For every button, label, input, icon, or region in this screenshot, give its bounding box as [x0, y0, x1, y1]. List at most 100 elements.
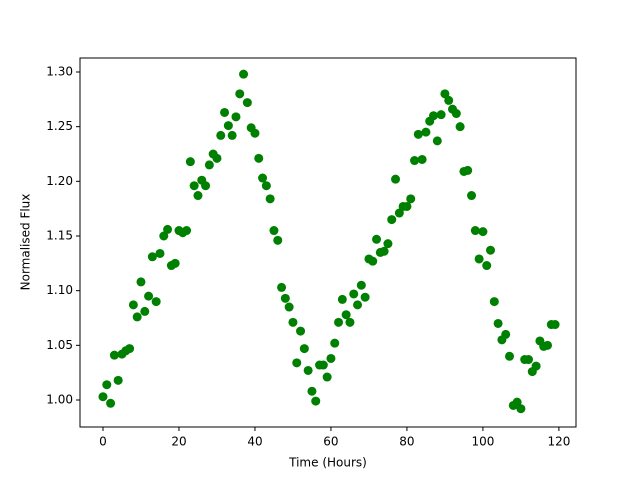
- point: [144, 291, 154, 301]
- x-tick-label: 0: [99, 435, 107, 449]
- point: [413, 129, 423, 139]
- point: [493, 318, 503, 328]
- point: [265, 194, 275, 204]
- point: [360, 292, 370, 302]
- point: [277, 282, 287, 292]
- point: [258, 173, 268, 183]
- point: [280, 293, 290, 303]
- point: [136, 277, 146, 287]
- point: [227, 130, 237, 140]
- point: [436, 110, 446, 120]
- point: [201, 181, 211, 191]
- point: [292, 358, 302, 368]
- x-axis-label: Time (Hours): [288, 456, 367, 470]
- y-tick-label: 1.05: [46, 338, 73, 352]
- point: [505, 351, 515, 361]
- point: [189, 181, 199, 191]
- x-tick-label: 120: [547, 435, 570, 449]
- point: [330, 338, 340, 348]
- point: [185, 157, 195, 167]
- point: [322, 372, 332, 382]
- point: [147, 252, 157, 262]
- point: [489, 297, 499, 307]
- point: [193, 191, 203, 201]
- x-tick-label: 40: [247, 435, 262, 449]
- point: [516, 404, 526, 414]
- point: [451, 109, 461, 119]
- point: [273, 235, 283, 245]
- point: [296, 326, 306, 336]
- point: [440, 89, 450, 99]
- point: [311, 396, 321, 406]
- point: [216, 130, 226, 140]
- point: [269, 226, 279, 236]
- point: [288, 317, 298, 327]
- x-tick-label: 100: [471, 435, 494, 449]
- point: [341, 310, 351, 320]
- y-tick-label: 1.25: [46, 119, 73, 133]
- point: [98, 392, 108, 402]
- point: [212, 153, 222, 163]
- point: [231, 112, 241, 122]
- y-axis-label: Normalised Flux: [19, 194, 33, 291]
- point: [455, 122, 465, 132]
- point: [550, 320, 560, 330]
- point: [482, 261, 492, 271]
- point: [113, 375, 123, 385]
- point: [512, 397, 522, 407]
- point: [334, 317, 344, 327]
- point: [163, 224, 173, 234]
- point: [261, 181, 271, 191]
- point: [239, 69, 249, 79]
- y-tick-label: 1.30: [46, 64, 73, 78]
- point: [410, 156, 420, 166]
- point: [170, 258, 180, 268]
- point: [391, 174, 401, 184]
- point: [402, 201, 412, 211]
- point: [106, 398, 116, 408]
- x-tick-label: 20: [171, 435, 186, 449]
- point: [125, 344, 135, 354]
- point: [421, 127, 431, 137]
- point: [109, 350, 119, 360]
- point: [235, 89, 245, 99]
- point: [463, 165, 473, 175]
- point: [470, 226, 480, 236]
- y-tick-label: 1.20: [46, 174, 73, 188]
- point: [132, 312, 142, 322]
- point: [151, 297, 161, 307]
- point: [254, 153, 264, 163]
- point: [140, 306, 150, 316]
- point: [524, 355, 534, 365]
- point: [406, 194, 416, 204]
- y-tick-label: 1.00: [46, 392, 73, 406]
- point: [250, 128, 260, 138]
- y-tick-label: 1.10: [46, 283, 73, 297]
- x-tick-label: 60: [323, 435, 338, 449]
- point: [372, 234, 382, 244]
- point: [486, 245, 496, 255]
- point: [387, 215, 397, 225]
- point: [204, 160, 214, 170]
- point: [159, 231, 169, 241]
- point: [432, 136, 442, 146]
- point: [474, 254, 484, 264]
- point: [417, 154, 427, 164]
- y-tick-label: 1.15: [46, 228, 73, 242]
- point: [383, 239, 393, 249]
- point: [326, 353, 336, 363]
- point: [429, 111, 439, 121]
- point: [368, 256, 378, 266]
- point: [531, 361, 541, 371]
- point: [303, 365, 313, 375]
- point: [353, 300, 363, 310]
- point: [220, 107, 230, 117]
- point: [478, 227, 488, 237]
- point: [284, 302, 294, 312]
- point: [345, 317, 355, 327]
- point: [543, 340, 553, 350]
- point: [242, 98, 252, 108]
- point: [444, 95, 454, 105]
- x-tick-label: 80: [399, 435, 414, 449]
- point: [467, 191, 477, 201]
